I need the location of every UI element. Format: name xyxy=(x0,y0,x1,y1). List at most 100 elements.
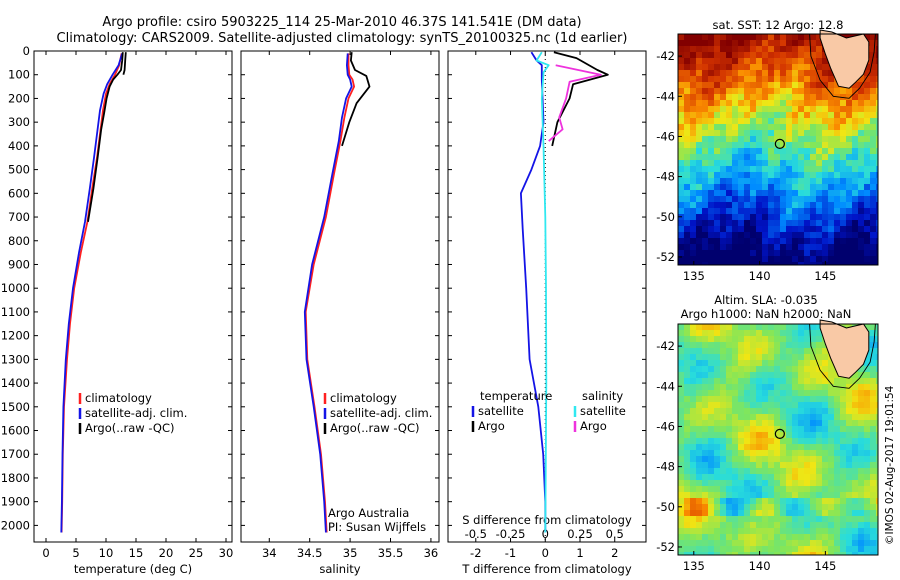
map-cell xyxy=(732,432,738,438)
map-cell xyxy=(696,324,702,330)
map-cell xyxy=(786,348,792,354)
legend-label: satellite-adj. clim. xyxy=(330,406,432,420)
map-cell xyxy=(690,34,696,40)
map-cell xyxy=(756,166,762,172)
map-cell xyxy=(816,480,822,486)
map-cell xyxy=(684,70,690,76)
map-cell xyxy=(876,76,878,82)
map-cell xyxy=(792,336,798,342)
map-cell xyxy=(720,426,726,432)
map-cell xyxy=(720,486,726,492)
map-cell xyxy=(846,106,852,112)
map-cell xyxy=(798,142,804,148)
map-cell xyxy=(714,262,720,265)
map-cell xyxy=(678,34,684,40)
map-cell xyxy=(864,226,870,232)
map-cell xyxy=(678,250,684,256)
map-cell xyxy=(684,324,690,330)
map-cell xyxy=(828,426,834,432)
map-cell xyxy=(732,450,738,456)
map-cell xyxy=(864,456,870,462)
map-cell xyxy=(816,160,822,166)
map-cell xyxy=(690,552,696,555)
map-cell xyxy=(840,420,846,426)
map-cell xyxy=(726,324,732,330)
map-cell xyxy=(768,444,774,450)
map-cell xyxy=(816,214,822,220)
map-cell xyxy=(708,486,714,492)
map-cell xyxy=(840,462,846,468)
map-cell xyxy=(684,540,690,546)
map-cell xyxy=(852,450,858,456)
map-x-tick-label: 135 xyxy=(683,559,705,573)
map-cell xyxy=(774,534,780,540)
map-cell xyxy=(762,124,768,130)
map-cell xyxy=(696,238,702,244)
map-cell xyxy=(828,462,834,468)
map-cell xyxy=(774,390,780,396)
map-cell xyxy=(792,546,798,552)
map-cell xyxy=(876,184,878,190)
map-cell xyxy=(678,82,684,88)
map-cell xyxy=(684,64,690,70)
map-cell xyxy=(696,226,702,232)
map-cell xyxy=(714,366,720,372)
map-cell xyxy=(816,462,822,468)
map-cell xyxy=(702,552,708,555)
map-cell xyxy=(750,58,756,64)
map-cell xyxy=(720,178,726,184)
map-cell xyxy=(678,262,684,265)
map-cell xyxy=(720,474,726,480)
map-cell xyxy=(678,498,684,504)
map-cell xyxy=(798,226,804,232)
map-cell xyxy=(810,64,816,70)
map-cell xyxy=(834,546,840,552)
map-cell xyxy=(678,166,684,172)
map-cell xyxy=(798,166,804,172)
map-cell xyxy=(762,360,768,366)
map-cell xyxy=(780,130,786,136)
map-cell xyxy=(774,112,780,118)
map-cell xyxy=(768,124,774,130)
map-cell xyxy=(852,244,858,250)
map-cell xyxy=(732,124,738,130)
map-cell xyxy=(834,88,840,94)
map-cell xyxy=(852,196,858,202)
map-cell xyxy=(750,178,756,184)
map-cell xyxy=(786,184,792,190)
map-cell xyxy=(846,142,852,148)
map-cell xyxy=(708,154,714,160)
map-cell xyxy=(732,498,738,504)
map-cell xyxy=(750,414,756,420)
map-cell xyxy=(732,208,738,214)
map-cell xyxy=(876,202,878,208)
map-cell xyxy=(876,492,878,498)
map-cell xyxy=(828,504,834,510)
map-cell xyxy=(738,414,744,420)
map-cell xyxy=(732,142,738,148)
map-cell xyxy=(750,70,756,76)
map-cell xyxy=(744,552,750,555)
map-cell xyxy=(846,516,852,522)
map-cell xyxy=(804,330,810,336)
map-cell xyxy=(864,366,870,372)
map-cell xyxy=(798,40,804,46)
map-cell xyxy=(816,510,822,516)
map-cell xyxy=(828,492,834,498)
map-cell xyxy=(870,432,876,438)
map-cell xyxy=(756,444,762,450)
map-cell xyxy=(846,166,852,172)
map-cell xyxy=(696,498,702,504)
map-cell xyxy=(684,118,690,124)
map-cell xyxy=(720,70,726,76)
map-cell xyxy=(732,94,738,100)
map-cell xyxy=(864,468,870,474)
map-cell xyxy=(852,112,858,118)
map-cell xyxy=(804,426,810,432)
map-cell xyxy=(732,492,738,498)
map-cell xyxy=(804,450,810,456)
map-cell xyxy=(762,208,768,214)
map-cell xyxy=(792,178,798,184)
map-cell xyxy=(798,190,804,196)
